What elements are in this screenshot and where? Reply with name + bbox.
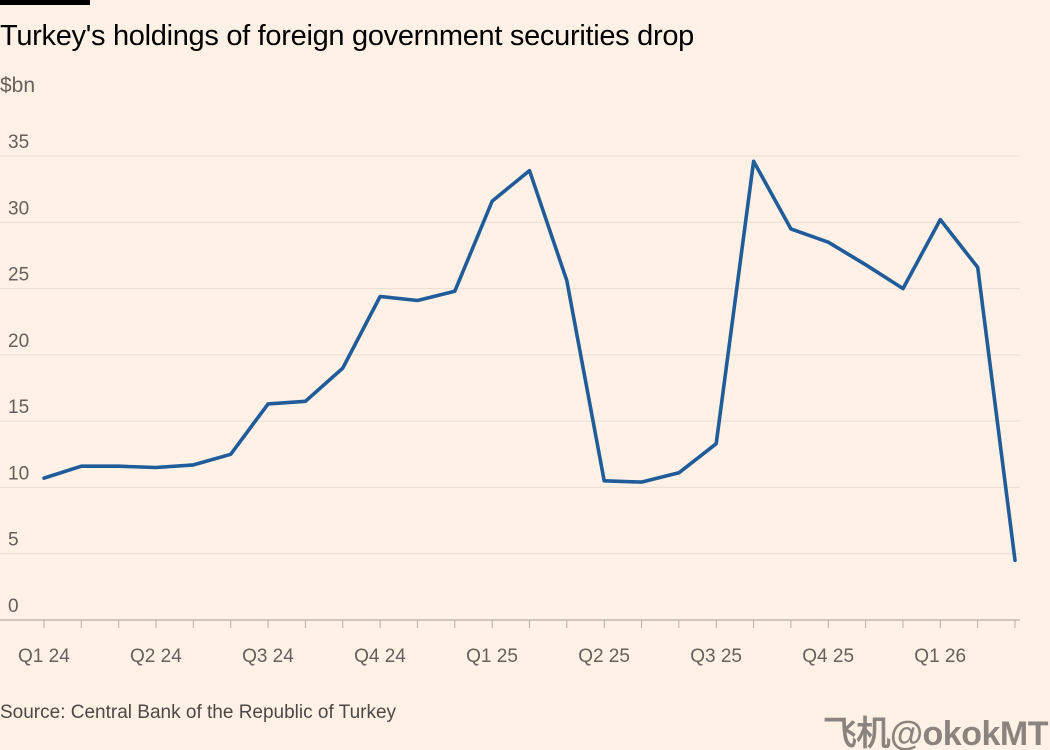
y-tick-label-5: 5 — [8, 530, 19, 551]
x-tick-label: Q3 24 — [242, 646, 294, 667]
x-tick-label: Q2 25 — [578, 646, 630, 667]
y-tick-label-0: 0 — [8, 596, 19, 617]
x-tick-label: Q4 25 — [802, 646, 854, 667]
x-tick-label: Q1 25 — [466, 646, 518, 667]
y-axis-unit-label: $bn — [0, 74, 36, 97]
y-tick-label-25: 25 — [8, 265, 29, 286]
x-tick-label: Q2 24 — [130, 646, 182, 667]
y-tick-label-35: 35 — [8, 132, 29, 153]
ft-top-rule — [0, 0, 90, 5]
y-axis-ticks: 0 5 10 15 20 25 30 35 — [8, 132, 29, 617]
y-tick-label-20: 20 — [8, 331, 29, 352]
x-tick-label: Q1 24 — [18, 646, 70, 667]
series-line-0 — [42, 159, 1017, 563]
x-tick-label: Q4 24 — [354, 646, 406, 667]
x-tick-label: Q1 26 — [914, 646, 966, 667]
gridlines — [0, 155, 1020, 621]
y-tick-label-15: 15 — [8, 397, 29, 418]
series-layer — [42, 159, 1017, 563]
watermark: 飞机@okokMT — [822, 715, 1049, 750]
y-tick-label-10: 10 — [8, 463, 29, 484]
chart-title: Turkey's holdings of foreign government … — [0, 20, 694, 52]
line-chart: 0 5 10 15 20 25 30 35 Q1 24 Q2 24 Q3 24 Q4 24 Q1 25… — [0, 132, 1020, 667]
x-tick-label: Q3 25 — [690, 646, 742, 667]
source-note: Source: Central Bank of the Republic of … — [0, 702, 397, 723]
x-axis: Q1 24 Q2 24 Q3 24 Q4 24 Q1 25 Q2 25 Q3 25 Q4 25… — [18, 620, 1016, 667]
y-tick-label-30: 30 — [8, 198, 29, 219]
